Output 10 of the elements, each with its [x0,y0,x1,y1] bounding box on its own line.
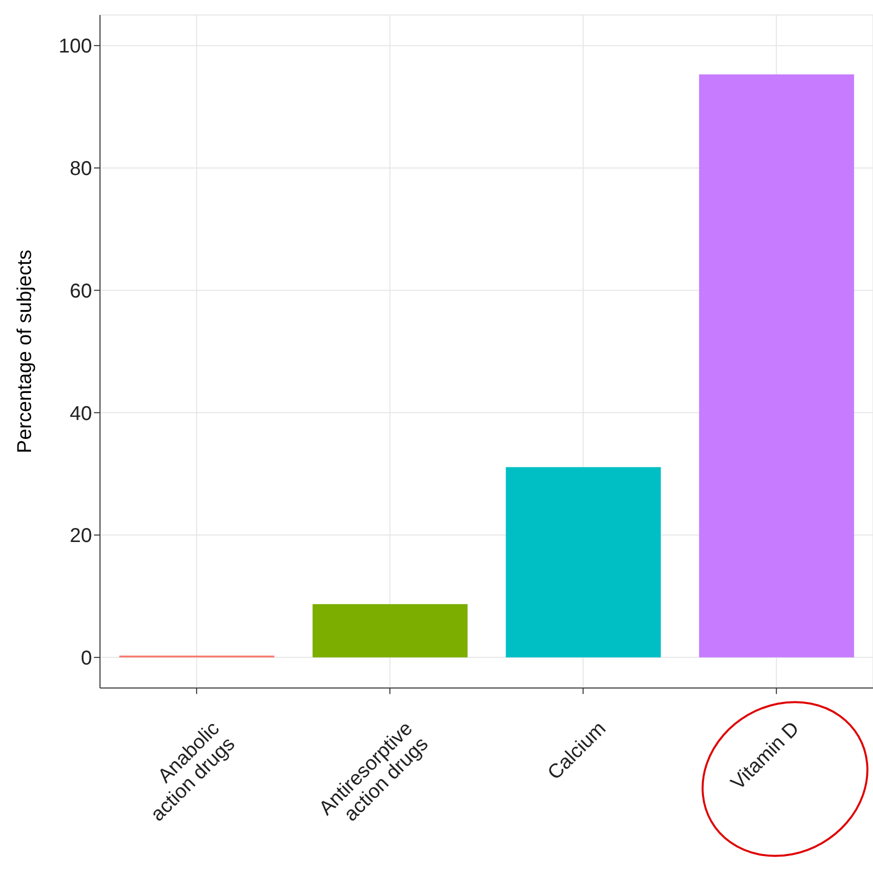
y-axis-title: Percentage of subjects [14,250,36,454]
bar [699,74,854,658]
y-tick-label: 20 [70,525,92,548]
y-tick-label: 0 [80,648,92,670]
bar [312,604,468,658]
y-tick-label: 40 [70,402,92,425]
y-tick-label: 80 [70,158,92,180]
bar [506,467,661,658]
y-tick-label: 100 [58,36,92,58]
y-tick-label: 60 [70,280,92,302]
